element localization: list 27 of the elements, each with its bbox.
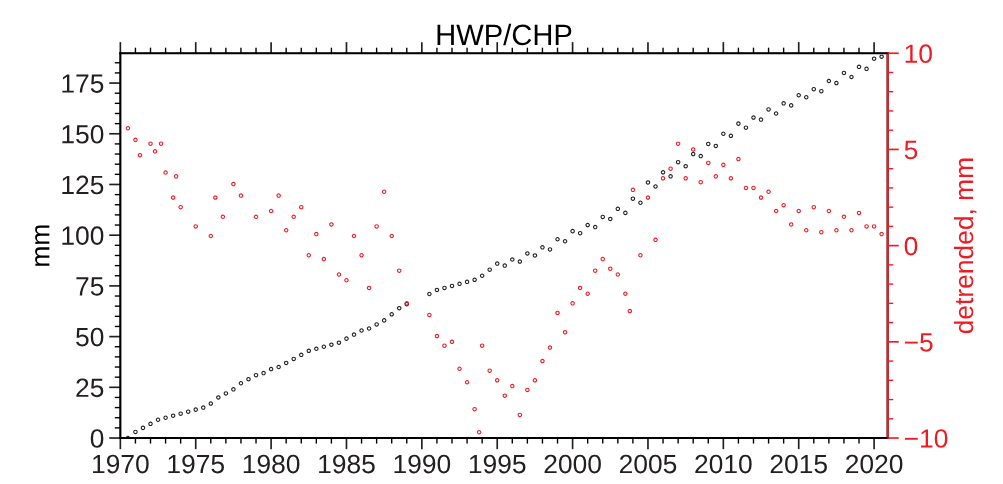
y-tick-label: 125 — [62, 175, 104, 195]
y-tick-label: 100 — [62, 226, 104, 246]
y-tick-label: 150 — [62, 124, 104, 144]
y2-axis-title: detrended, mm — [953, 158, 977, 334]
y-tick-label: 175 — [62, 74, 104, 93]
x-tick-label: 2020 — [846, 454, 903, 474]
x-tick-label: 2015 — [770, 454, 827, 474]
x-tick-label: 1975 — [168, 454, 224, 474]
y-axis-title: mm — [35, 225, 50, 266]
x-tick-label: 1995 — [469, 454, 526, 474]
x-tick-label: 1970 — [93, 454, 149, 474]
y-tick-label: 50 — [76, 327, 104, 347]
chart-title: HWP/CHP — [437, 23, 572, 46]
y2-tick-label: 0 — [904, 236, 918, 256]
x-tick-label: 2010 — [695, 454, 752, 474]
x-tick-label: 2005 — [619, 454, 677, 474]
y2-tick-label: −5 — [904, 333, 933, 352]
y-tick-label: 75 — [76, 277, 104, 296]
x-tick-label: 1980 — [243, 454, 300, 474]
y-tick-label: 25 — [76, 378, 104, 398]
y2-tick-label: 10 — [905, 44, 932, 64]
x-tick-label: 1990 — [394, 454, 451, 474]
y2-tick-label: −10 — [904, 429, 948, 448]
x-tick-label: 1985 — [319, 454, 375, 474]
y-tick-label: 0 — [90, 429, 104, 448]
y2-tick-label: 5 — [904, 140, 918, 160]
x-tick-label: 2000 — [544, 454, 601, 474]
